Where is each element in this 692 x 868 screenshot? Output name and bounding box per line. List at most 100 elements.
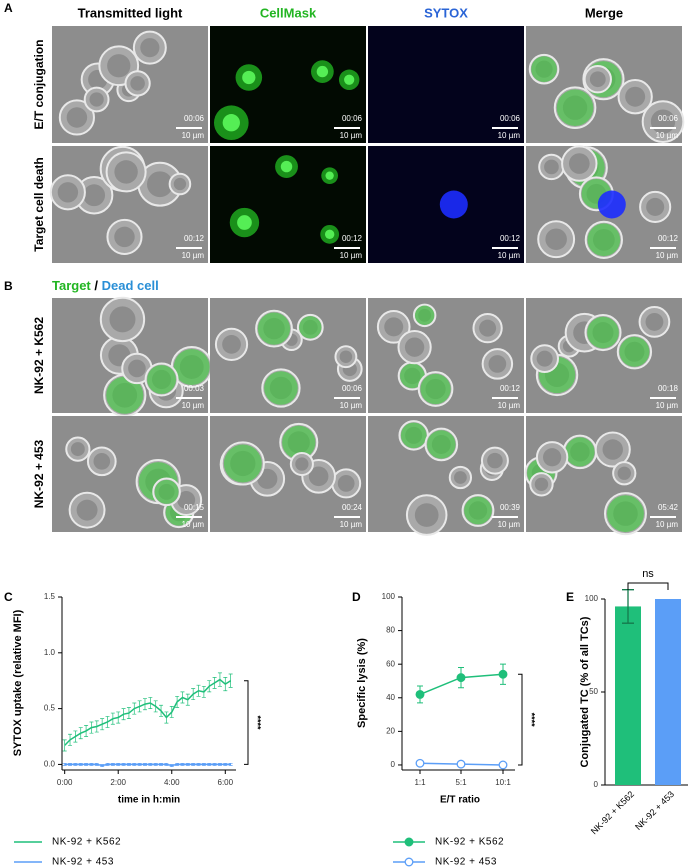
timestamp: 00:24 xyxy=(342,503,363,512)
y-axis-label: Conjugated TC (% of all TCs) xyxy=(579,616,591,767)
micrograph xyxy=(524,416,682,536)
cell-core xyxy=(222,335,241,354)
target-cell xyxy=(223,444,262,483)
panel-label: A xyxy=(4,1,13,15)
y-tick-label: 0.0 xyxy=(44,760,56,769)
cell-core xyxy=(66,107,88,128)
x-tick-label: 4:00 xyxy=(164,778,180,787)
target-cell xyxy=(607,495,644,533)
y-tick-label: 1.0 xyxy=(44,648,56,657)
y-axis-label: Specific lysis (%) xyxy=(356,638,368,728)
cell-core xyxy=(128,359,146,378)
timestamp: 00:18 xyxy=(658,384,679,393)
scale-bar-label: 10 µm xyxy=(182,401,205,410)
micrograph xyxy=(368,26,524,143)
legend-label: NK-92 + 453 xyxy=(52,857,114,868)
legend-marker xyxy=(404,837,414,847)
error-bar xyxy=(62,762,67,766)
legend-label: NK-92 + 453 xyxy=(435,857,497,868)
target-cell xyxy=(257,312,291,345)
cell-core xyxy=(479,319,497,337)
cell-core xyxy=(295,457,309,471)
point xyxy=(456,673,466,683)
y-tick-label: 60 xyxy=(386,659,395,668)
timestamp: 00:06 xyxy=(184,114,205,123)
cell-core xyxy=(544,159,559,175)
target-cell xyxy=(264,371,298,405)
cell-core xyxy=(177,491,196,509)
cell-core xyxy=(589,71,606,88)
cell-core xyxy=(625,86,646,107)
target-core xyxy=(316,65,329,78)
row-label: NK-92 + 453 xyxy=(32,439,46,508)
y-tick-label: 0 xyxy=(391,760,396,769)
scale-bar-label: 10 µm xyxy=(656,251,679,260)
micrograph xyxy=(210,146,366,263)
cell-core xyxy=(617,466,631,480)
target-cell xyxy=(556,89,594,126)
scale-bar-label: 10 µm xyxy=(656,401,679,410)
y-tick-label: 40 xyxy=(386,693,395,702)
timestamp: 00:06 xyxy=(342,114,363,123)
x-tick-label: 2:00 xyxy=(110,778,126,787)
scale-bar-label: 10 µm xyxy=(498,401,521,410)
cell-core xyxy=(89,92,104,107)
x-tick-label: NK-92 + K562 xyxy=(589,789,636,836)
dead-cell xyxy=(439,190,468,219)
cell-core xyxy=(83,184,106,207)
timestamp: 00:06 xyxy=(658,114,679,123)
micrograph xyxy=(52,416,208,532)
legend-word: / xyxy=(94,278,101,293)
target-cell xyxy=(427,430,456,459)
cell-core xyxy=(534,477,549,492)
target-cell xyxy=(414,305,435,325)
timestamp: 00:39 xyxy=(500,503,521,512)
target-cell xyxy=(173,349,210,385)
significance: **** xyxy=(253,716,263,731)
micrograph xyxy=(210,298,366,413)
significance: ns xyxy=(642,568,654,580)
point xyxy=(415,758,425,768)
micrograph xyxy=(526,145,682,263)
timestamp: 00:06 xyxy=(342,384,363,393)
cell-core xyxy=(545,228,567,250)
y-tick-label: 100 xyxy=(382,592,396,601)
x-tick-label: 1:1 xyxy=(414,778,426,787)
scale-bar-label: 10 µm xyxy=(340,131,363,140)
timestamp: 00:12 xyxy=(342,234,363,243)
legend-label: NK-92 + K562 xyxy=(435,837,504,848)
significance-bracket xyxy=(627,582,669,590)
target-cell xyxy=(464,496,492,525)
target-cell xyxy=(420,373,451,405)
x-tick-label: 5:1 xyxy=(455,778,467,787)
error-bar xyxy=(228,673,233,688)
cell-core xyxy=(337,474,355,492)
bar xyxy=(655,599,681,785)
series-line xyxy=(64,763,231,767)
x-tick-label: NK-92 + 453 xyxy=(633,789,676,832)
target-core xyxy=(344,74,355,85)
row-label: NK-92 + K562 xyxy=(32,317,46,394)
cell-core xyxy=(384,317,404,337)
target-cell xyxy=(400,363,425,389)
cell-core xyxy=(93,453,111,470)
column-header: Transmitted light xyxy=(78,5,183,20)
micrograph xyxy=(526,26,685,143)
y-tick-label: 50 xyxy=(589,687,598,696)
cell-core xyxy=(454,471,467,484)
legend-word: Target xyxy=(52,278,94,293)
dead-cell xyxy=(597,190,626,219)
cell-core xyxy=(70,442,85,457)
cell-core xyxy=(487,452,503,469)
cell-core xyxy=(114,160,138,184)
cell-core xyxy=(308,466,329,487)
image-legend: Target / Dead cell xyxy=(52,278,159,293)
x-tick-label: 0:00 xyxy=(57,778,73,787)
y-tick-label: 80 xyxy=(386,626,395,635)
scale-bar-label: 10 µm xyxy=(182,131,205,140)
column-header: Merge xyxy=(585,5,623,20)
y-tick-label: 100 xyxy=(585,594,599,603)
column-header: CellMask xyxy=(260,5,317,20)
significance-bracket xyxy=(518,673,523,766)
micrograph xyxy=(368,416,524,536)
